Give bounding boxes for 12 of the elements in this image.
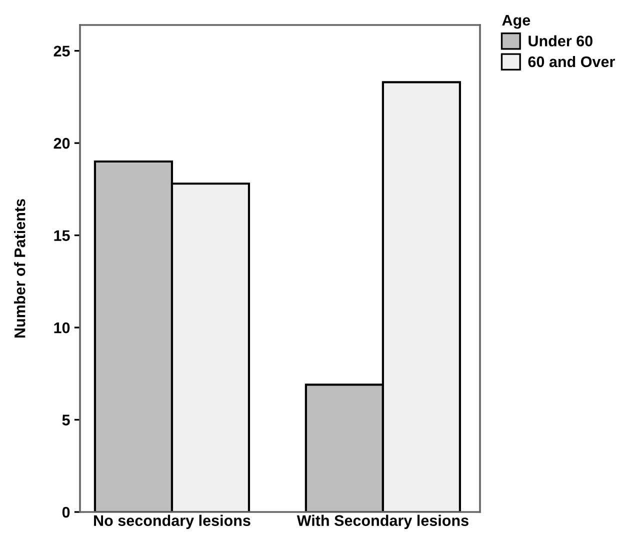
y-tick-label: 15: [54, 230, 70, 241]
x-tick-label: No secondary lesions: [94, 514, 250, 530]
y-tick-label: 5: [62, 414, 70, 426]
y-tick-label: 0: [62, 506, 70, 518]
y-axis-title: Number of Patients: [14, 199, 26, 338]
y-tick-label: 10: [54, 322, 70, 334]
legend-label: Under 60: [528, 35, 592, 46]
legend-title: Age: [502, 14, 530, 29]
y-tick-label: 20: [54, 138, 70, 149]
legend-label: 60 and Over: [528, 56, 615, 68]
x-tick-label: With Secondary lesions: [296, 514, 468, 530]
y-tick-label: 25: [54, 46, 70, 57]
